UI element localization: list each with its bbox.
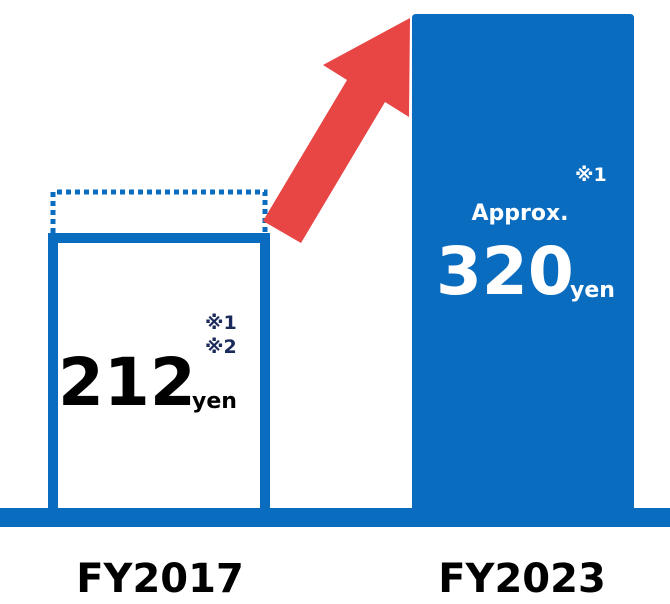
note: ※2 bbox=[205, 336, 237, 358]
bar-fy2023 bbox=[412, 14, 634, 515]
unit: yen bbox=[570, 278, 615, 303]
value: 320 bbox=[436, 233, 574, 310]
dotted-outline bbox=[50, 189, 268, 233]
note: ※1 bbox=[575, 164, 607, 186]
prefix: Approx. bbox=[471, 201, 568, 226]
period-label: FY2017 bbox=[76, 556, 244, 602]
unit: yen bbox=[192, 389, 237, 414]
arrow bbox=[263, 18, 410, 243]
bar-fy2017 bbox=[48, 233, 270, 518]
period-label: FY2023 bbox=[438, 556, 606, 602]
note: ※1 bbox=[205, 312, 237, 334]
value: 212 bbox=[58, 344, 196, 421]
